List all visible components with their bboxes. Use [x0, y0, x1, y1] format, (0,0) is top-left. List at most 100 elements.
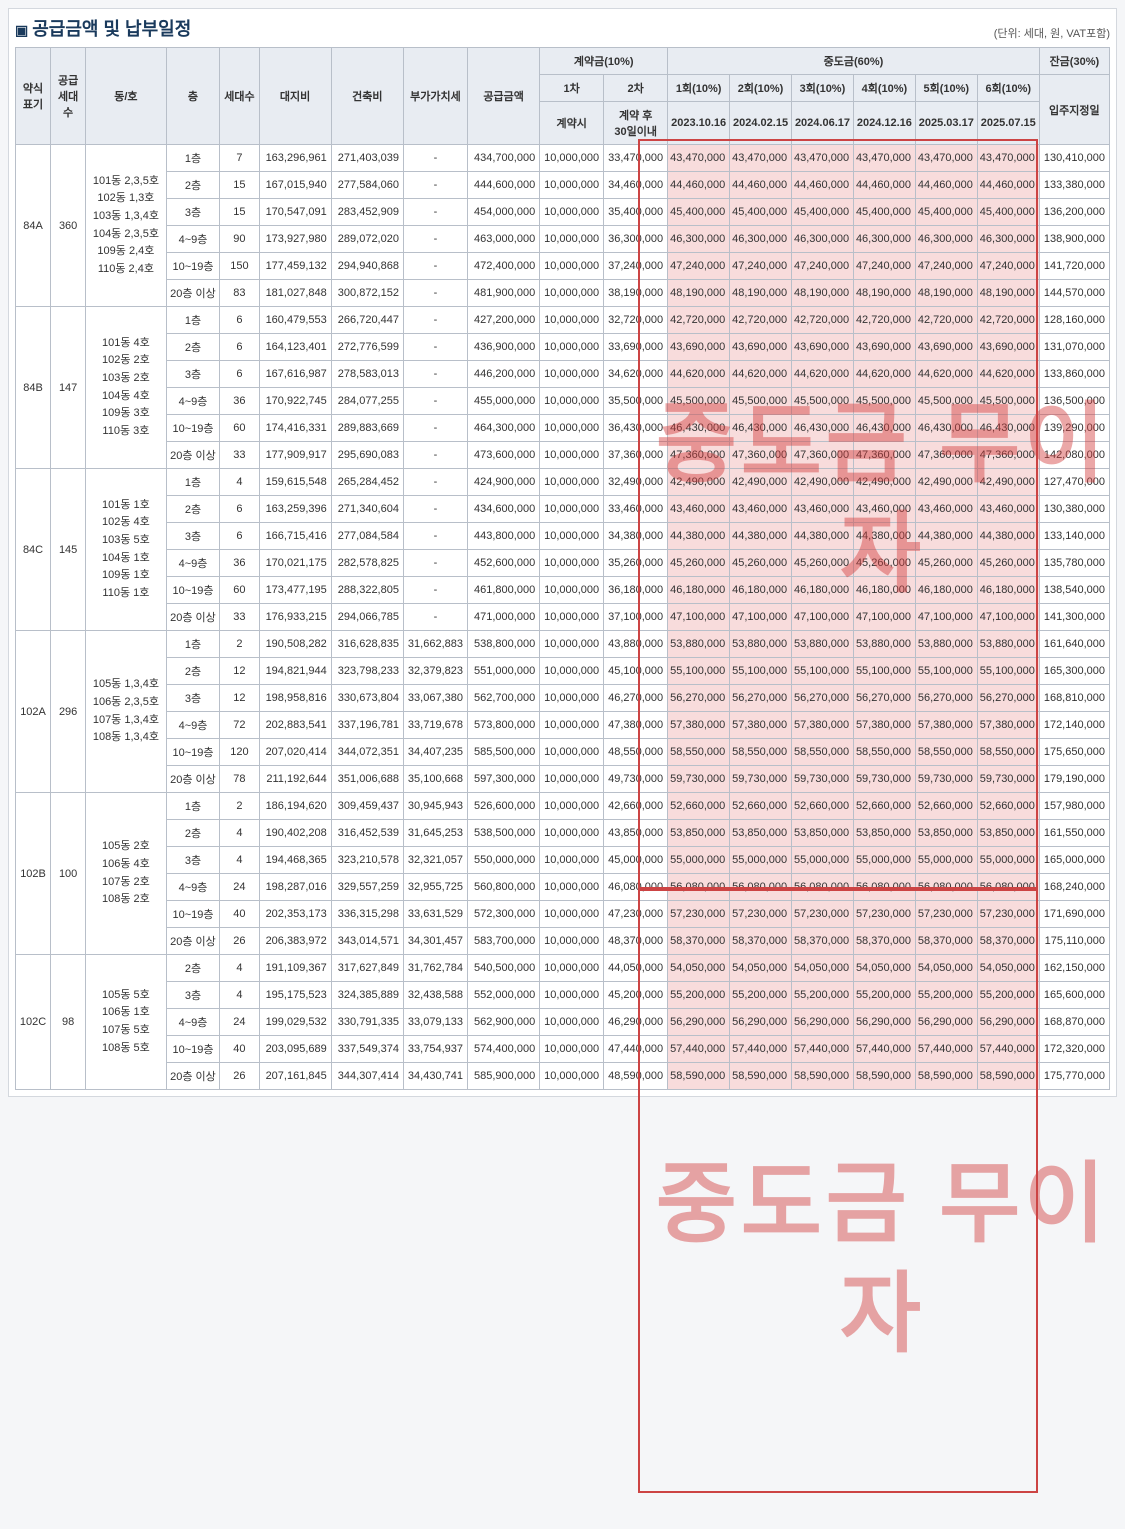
cell-floor: 2층 [166, 658, 220, 685]
table-row: 3층15170,547,091283,452,909-454,000,00010… [16, 199, 1110, 226]
cell-m3: 57,440,000 [792, 1036, 854, 1063]
cell-m3: 44,620,000 [792, 361, 854, 388]
cell-c1: 10,000,000 [540, 739, 604, 766]
hdr-contract: 계약금(10%) [540, 48, 668, 75]
cell-m6: 57,380,000 [977, 712, 1039, 739]
cell-floor: 2층 [166, 496, 220, 523]
table-row: 102B100105동 2호 106동 4호 107동 2호 108동 2호1층… [16, 793, 1110, 820]
cell-c1: 10,000,000 [540, 1063, 604, 1090]
cell-households: 12 [220, 685, 259, 712]
cell-m6: 44,380,000 [977, 523, 1039, 550]
cell-m2: 48,190,000 [730, 280, 792, 307]
cell-build: 289,883,669 [331, 415, 403, 442]
cell-vat: - [403, 361, 467, 388]
cell-dongho: 101동 2,3,5호 102동 1,3호 103동 1,3,4호 104동 2… [86, 145, 166, 307]
cell-bal: 128,160,000 [1039, 307, 1109, 334]
cell-m2: 53,850,000 [730, 820, 792, 847]
cell-m3: 42,490,000 [792, 469, 854, 496]
cell-units: 98 [51, 955, 86, 1090]
cell-c2: 34,460,000 [604, 172, 668, 199]
cell-land: 173,927,980 [259, 226, 331, 253]
cell-m2: 43,470,000 [730, 145, 792, 172]
cell-floor: 3층 [166, 361, 220, 388]
cell-supply: 583,700,000 [467, 928, 539, 955]
cell-m5: 45,260,000 [915, 550, 977, 577]
cell-m2: 59,730,000 [730, 766, 792, 793]
cell-vat: 35,100,668 [403, 766, 467, 793]
cell-m1: 44,460,000 [668, 172, 730, 199]
cell-c1: 10,000,000 [540, 982, 604, 1009]
cell-build: 288,322,805 [331, 577, 403, 604]
cell-households: 33 [220, 604, 259, 631]
cell-m3: 53,880,000 [792, 631, 854, 658]
cell-m4: 57,230,000 [853, 901, 915, 928]
cell-land: 181,027,848 [259, 280, 331, 307]
cell-m4: 55,000,000 [853, 847, 915, 874]
cell-m2: 44,460,000 [730, 172, 792, 199]
cell-households: 6 [220, 334, 259, 361]
hdr-households: 세대수 [220, 48, 259, 145]
cell-m3: 42,720,000 [792, 307, 854, 334]
cell-m2: 47,100,000 [730, 604, 792, 631]
cell-floor: 4~9층 [166, 712, 220, 739]
cell-build: 294,940,868 [331, 253, 403, 280]
cell-m5: 43,470,000 [915, 145, 977, 172]
cell-c1: 10,000,000 [540, 550, 604, 577]
cell-m1: 47,100,000 [668, 604, 730, 631]
cell-land: 207,020,414 [259, 739, 331, 766]
cell-dongho: 105동 1,3,4호 106동 2,3,5호 107동 1,3,4호 108동… [86, 631, 166, 793]
cell-vat: 31,662,883 [403, 631, 467, 658]
cell-vat: - [403, 496, 467, 523]
cell-m3: 55,100,000 [792, 658, 854, 685]
hdr-d1: 2023.10.16 [668, 102, 730, 145]
cell-c1: 10,000,000 [540, 469, 604, 496]
cell-m3: 45,500,000 [792, 388, 854, 415]
cell-m1: 42,490,000 [668, 469, 730, 496]
cell-c2: 35,500,000 [604, 388, 668, 415]
cell-m4: 47,360,000 [853, 442, 915, 469]
cell-m2: 54,050,000 [730, 955, 792, 982]
cell-bal: 139,290,000 [1039, 415, 1109, 442]
cell-vat: - [403, 199, 467, 226]
cell-c2: 34,380,000 [604, 523, 668, 550]
cell-m5: 55,200,000 [915, 982, 977, 1009]
cell-m4: 45,260,000 [853, 550, 915, 577]
cell-m1: 47,240,000 [668, 253, 730, 280]
cell-m6: 47,100,000 [977, 604, 1039, 631]
cell-bal: 138,900,000 [1039, 226, 1109, 253]
cell-m3: 47,100,000 [792, 604, 854, 631]
cell-c2: 48,590,000 [604, 1063, 668, 1090]
cell-floor: 3층 [166, 982, 220, 1009]
cell-m5: 53,850,000 [915, 820, 977, 847]
cell-land: 194,468,365 [259, 847, 331, 874]
cell-floor: 10~19층 [166, 253, 220, 280]
cell-m6: 47,240,000 [977, 253, 1039, 280]
cell-m1: 45,260,000 [668, 550, 730, 577]
hdr-mid: 중도금(60%) [668, 48, 1040, 75]
cell-m2: 55,200,000 [730, 982, 792, 1009]
cell-c2: 49,730,000 [604, 766, 668, 793]
cell-m2: 52,660,000 [730, 793, 792, 820]
cell-m5: 58,550,000 [915, 739, 977, 766]
cell-build: 278,583,013 [331, 361, 403, 388]
table-row: 4~9층36170,021,175282,578,825-452,600,000… [16, 550, 1110, 577]
hdr-d6: 2025.07.15 [977, 102, 1039, 145]
cell-build: 295,690,083 [331, 442, 403, 469]
hdr-build: 건축비 [331, 48, 403, 145]
cell-floor: 10~19층 [166, 415, 220, 442]
cell-floor: 20층 이상 [166, 766, 220, 793]
cell-m6: 45,260,000 [977, 550, 1039, 577]
cell-vat: - [403, 388, 467, 415]
cell-m1: 57,440,000 [668, 1036, 730, 1063]
cell-build: 277,084,584 [331, 523, 403, 550]
cell-supply: 526,600,000 [467, 793, 539, 820]
cell-m5: 55,100,000 [915, 658, 977, 685]
cell-land: 176,933,215 [259, 604, 331, 631]
cell-vat: 32,955,725 [403, 874, 467, 901]
cell-c2: 42,660,000 [604, 793, 668, 820]
table-row: 20층 이상26206,383,972343,014,57134,301,457… [16, 928, 1110, 955]
cell-m4: 52,660,000 [853, 793, 915, 820]
cell-m1: 48,190,000 [668, 280, 730, 307]
hdr-m4: 4회(10%) [853, 75, 915, 102]
cell-supply: 446,200,000 [467, 361, 539, 388]
